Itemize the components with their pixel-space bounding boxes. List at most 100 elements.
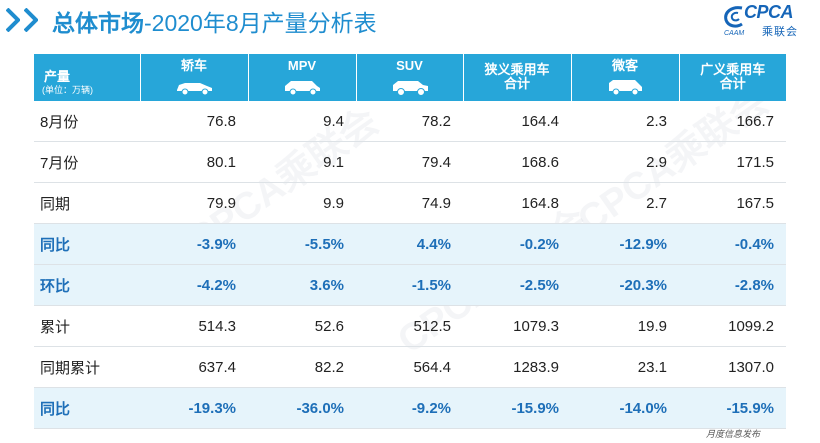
footer-note: 月度信息发布 xyxy=(706,429,761,439)
column-label-line2: 合计 xyxy=(719,76,746,91)
row-label: 环比 xyxy=(34,264,140,306)
unit-header: 产量 (单位：万辆) xyxy=(34,54,141,101)
unit-sublabel: (单位：万辆) xyxy=(42,85,93,95)
table-cell: 9.1 xyxy=(248,141,356,183)
mpv-car-icon xyxy=(285,81,320,96)
column-label: 狭义乘用车 合计 xyxy=(464,63,571,91)
table-cell: 164.8 xyxy=(463,182,571,224)
table-cell: -19.3% xyxy=(140,387,248,429)
column-header-sedan: 轿车 xyxy=(140,54,249,101)
sedan-car-icon xyxy=(177,83,212,96)
column-label: MPV xyxy=(287,58,317,73)
table-cell: 564.4 xyxy=(356,346,463,388)
page-title: 总体市场-2020年8月产量分析表 xyxy=(52,8,377,38)
table-row: 环比 -4.2% 3.6% -1.5% -2.5% -20.3% -2.8% xyxy=(34,264,786,306)
table-cell: -9.2% xyxy=(356,387,463,429)
table-cell: 76.8 xyxy=(140,101,248,142)
table-cell: 3.6% xyxy=(248,264,356,306)
column-label: 轿车 xyxy=(180,58,207,73)
column-header-minivan: 微客 xyxy=(571,54,680,101)
table-cell: -5.5% xyxy=(248,223,356,265)
table-row: 同期 79.9 9.9 74.9 164.8 2.7 167.5 xyxy=(34,182,786,224)
table-row: 同比 -3.9% -5.5% 4.4% -0.2% -12.9% -0.4% xyxy=(34,223,786,265)
title-sub: -2020年8月产量分析表 xyxy=(144,10,377,36)
column-label-line1: 狭义乘用车 xyxy=(484,62,550,77)
row-label: 同比 xyxy=(34,387,140,429)
table-cell: 19.9 xyxy=(571,305,679,347)
table-cell: -20.3% xyxy=(571,264,679,306)
table-cell: 82.2 xyxy=(248,346,356,388)
chevron-right-icon xyxy=(24,8,38,32)
row-label: 7月份 xyxy=(34,141,140,183)
table-cell: 4.4% xyxy=(356,223,463,265)
table-cell: 166.7 xyxy=(679,101,786,142)
logo-text: CPCA xyxy=(744,2,794,22)
title-main: 总体市场 xyxy=(52,10,144,36)
table-cell: -12.9% xyxy=(571,223,679,265)
table-cell: -3.9% xyxy=(140,223,248,265)
table-cell: 1307.0 xyxy=(679,346,786,388)
table-cell: -0.2% xyxy=(463,223,571,265)
table-cell: 79.9 xyxy=(140,182,248,224)
table-cell: -15.9% xyxy=(463,387,571,429)
column-label: SUV xyxy=(396,58,423,73)
table-cell: 79.4 xyxy=(356,141,463,183)
row-label: 同期 xyxy=(34,182,140,224)
minivan-icon xyxy=(609,80,642,96)
table-cell: 168.6 xyxy=(463,141,571,183)
table-cell: -15.9% xyxy=(679,387,786,429)
row-label: 同比 xyxy=(34,223,140,265)
table-row: 同比 -19.3% -36.0% -9.2% -15.9% -14.0% -15.9% xyxy=(34,387,786,429)
table-cell: 23.1 xyxy=(571,346,679,388)
table-cell: -14.0% xyxy=(571,387,679,429)
table-header-row: 产量 (单位：万辆) 轿车 MPV xyxy=(34,54,786,101)
table-cell: 78.2 xyxy=(356,101,463,142)
logo-swirl-icon xyxy=(724,6,743,28)
table-row: 累计 514.3 52.6 512.5 1079.3 19.9 1099.2 xyxy=(34,305,786,347)
table-row: 7月份 80.1 9.1 79.4 168.6 2.9 171.5 xyxy=(34,141,786,183)
column-header-suv: SUV xyxy=(356,54,464,101)
table-cell: -4.2% xyxy=(140,264,248,306)
row-label: 8月份 xyxy=(34,101,140,142)
table-cell: 512.5 xyxy=(356,305,463,347)
title-bar: 总体市场-2020年8月产量分析表 CPCA 乘联会 CAAM xyxy=(0,0,820,46)
cpca-logo: CPCA 乘联会 CAAM xyxy=(722,2,816,38)
table-cell: 637.4 xyxy=(140,346,248,388)
table-cell: 514.3 xyxy=(140,305,248,347)
table-cell: -1.5% xyxy=(356,264,463,306)
table-cell: 171.5 xyxy=(679,141,786,183)
table-body: 8月份 76.8 9.4 78.2 164.4 2.3 166.7 7月份 80.1 9.1 79.… xyxy=(34,101,786,429)
column-header-broad-total: 广义乘用车 合计 xyxy=(679,54,786,101)
table-cell: 167.5 xyxy=(679,182,786,224)
table-cell: 1099.2 xyxy=(679,305,786,347)
logo-subtext: 乘联会 xyxy=(762,26,798,38)
row-label: 同期累计 xyxy=(34,346,140,388)
table-row: 8月份 76.8 9.4 78.2 164.4 2.3 166.7 xyxy=(34,101,786,142)
table-cell: 1283.9 xyxy=(463,346,571,388)
table-cell: 9.4 xyxy=(248,101,356,142)
table-cell: -36.0% xyxy=(248,387,356,429)
table-cell: 1079.3 xyxy=(463,305,571,347)
suv-car-icon xyxy=(392,81,428,96)
chevron-right-icon xyxy=(6,8,20,32)
table-cell: 164.4 xyxy=(463,101,571,142)
column-label-line2: 合计 xyxy=(503,76,530,91)
table-cell: -0.4% xyxy=(679,223,786,265)
column-label: 微客 xyxy=(611,58,638,73)
production-table: 产量 (单位：万辆) 轿车 MPV xyxy=(34,54,786,429)
table-cell: 74.9 xyxy=(356,182,463,224)
row-label: 累计 xyxy=(34,305,140,347)
column-header-narrow-total: 狭义乘用车 合计 xyxy=(463,54,572,101)
column-label-line1: 广义乘用车 xyxy=(700,62,766,77)
table-cell: -2.5% xyxy=(463,264,571,306)
column-header-mpv: MPV xyxy=(248,54,357,101)
table-cell: 2.7 xyxy=(571,182,679,224)
table-cell: -2.8% xyxy=(679,264,786,306)
column-label: 广义乘用车 合计 xyxy=(680,63,787,91)
table-cell: 52.6 xyxy=(248,305,356,347)
table-cell: 9.9 xyxy=(248,182,356,224)
logo-small-text: CAAM xyxy=(724,30,745,37)
table-cell: 80.1 xyxy=(140,141,248,183)
table-cell: 2.3 xyxy=(571,101,679,142)
unit-label: 产量 xyxy=(44,69,71,84)
